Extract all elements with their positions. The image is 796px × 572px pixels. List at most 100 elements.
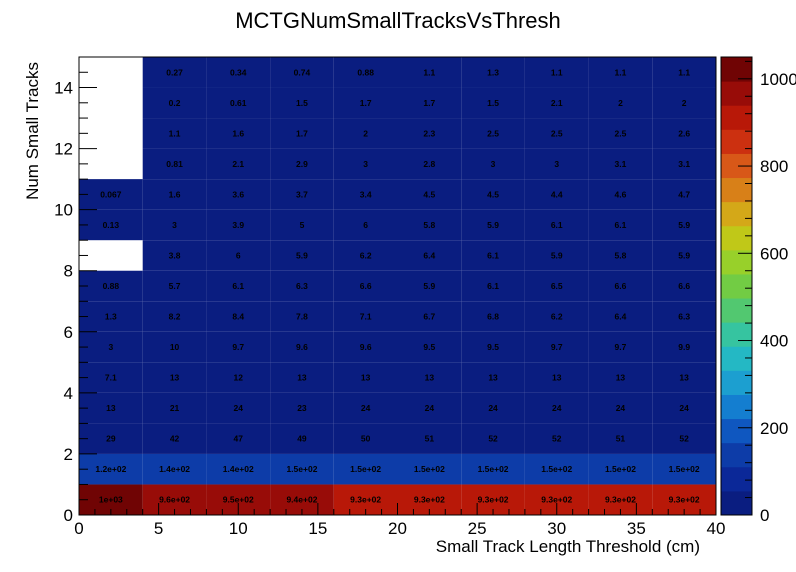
heatmap-cell: [206, 87, 271, 119]
color-scale-swatch: [721, 418, 752, 444]
color-scale-bar: [720, 56, 753, 516]
cell-value-label: 2.9: [296, 159, 308, 169]
cell-value-label: 6.8: [487, 312, 499, 322]
y-tick-label: 6: [64, 323, 73, 342]
cell-value-label: 13: [488, 373, 498, 383]
heatmap-cell: [142, 179, 207, 210]
cell-value-label: 1.7: [423, 98, 435, 108]
cell-value-label: 1.4e+02: [223, 464, 254, 474]
cell-value-label: 8.2: [169, 312, 181, 322]
cell-value-label: 51: [616, 434, 626, 444]
heatmap-cell: [206, 453, 271, 485]
cell-value-label: 5.9: [487, 220, 499, 230]
heatmap-cell: [333, 362, 398, 393]
cell-value-label: 5.9: [551, 250, 563, 260]
heatmap-cell: [270, 240, 334, 271]
cell-value-label: 24: [552, 403, 562, 413]
cell-value-label: 10: [170, 342, 180, 352]
x-tick-label: 15: [308, 519, 327, 538]
heatmap-cell: [397, 179, 462, 210]
cell-value-label: 1.5e+02: [605, 464, 636, 474]
heatmap-cell: [652, 118, 716, 149]
cell-value-label: 6.3: [296, 281, 308, 291]
cell-value-label: 3.1: [678, 159, 690, 169]
cell-value-label: 3: [172, 220, 177, 230]
color-scale-axis: 0 200 400 600 800 1000: [738, 60, 796, 525]
color-scale-swatch: [721, 370, 752, 395]
heatmap-cell: [524, 362, 589, 393]
cell-value-label: 1.6: [169, 189, 181, 199]
y-tick-label: 2: [64, 445, 73, 464]
x-tick-label: 10: [229, 519, 248, 538]
heatmap-cell: [652, 87, 716, 119]
color-scale-swatch: [721, 57, 752, 82]
cell-value-label: 5: [300, 220, 305, 230]
cell-value-label: 4.5: [423, 189, 435, 199]
cell-value-label: 3.9: [232, 220, 244, 230]
heatmap-cell: [333, 118, 398, 149]
cell-value-label: 1.1: [678, 67, 690, 77]
heatmap-cell: [206, 331, 271, 363]
heatmap-cell: [142, 240, 207, 271]
cell-value-label: 9.6: [360, 342, 372, 352]
heatmap-cell: [333, 453, 398, 485]
color-scale-swatch: [721, 81, 752, 106]
cell-value-label: 2.3: [423, 128, 435, 138]
cell-value-label: 52: [552, 434, 562, 444]
cell-value-label: 0.067: [100, 189, 122, 199]
heatmap-cell: [652, 423, 716, 454]
cell-value-label: 6.6: [678, 281, 690, 291]
heatmap-cell: [79, 301, 143, 332]
heatmap-cell: [588, 453, 653, 485]
heatmap-cell: [461, 301, 525, 332]
x-tick-label: 20: [388, 519, 407, 538]
cell-value-label: 13: [106, 403, 116, 413]
cell-value-label: 52: [679, 434, 689, 444]
cell-value-label: 6.6: [615, 281, 627, 291]
cell-value-label: 24: [679, 403, 689, 413]
heatmap-cell: [270, 301, 334, 332]
color-scale-swatch: [721, 225, 752, 251]
heatmap-cell: [652, 209, 716, 241]
cell-value-label: 13: [170, 373, 180, 383]
cell-value-label: 51: [425, 434, 435, 444]
heatmap-cell: [524, 392, 589, 424]
heatmap-cell: [206, 240, 271, 271]
cell-value-label: 6.5: [551, 281, 563, 291]
heatmap-cell: [524, 301, 589, 332]
heatmap-cell: [588, 179, 653, 210]
heatmap-cell: [461, 118, 525, 149]
cell-value-label: 5.9: [296, 250, 308, 260]
cell-value-label: 49: [297, 434, 307, 444]
heatmap-cell: [270, 331, 334, 363]
heatmap-cell: [206, 392, 271, 424]
cell-value-label: 2.6: [678, 128, 690, 138]
heatmap-cell: [79, 209, 143, 241]
color-scale-swatch: [721, 105, 752, 130]
heatmap-cell: [524, 57, 589, 88]
cell-value-label: 9.5: [487, 342, 499, 352]
heatmap-cell: [333, 240, 398, 271]
cell-value-label: 3: [554, 159, 559, 169]
cell-value-label: 1.5: [487, 98, 499, 108]
x-tick-label: 40: [707, 519, 726, 538]
cell-value-label: 1.5e+02: [541, 464, 572, 474]
cell-value-label: 9.3e+02: [605, 495, 636, 505]
cell-value-label: 24: [488, 403, 498, 413]
heatmap-cell: [397, 148, 462, 180]
heatmap-cell: [397, 331, 462, 363]
cell-value-label: 9.5e+02: [223, 495, 254, 505]
heatmap-cell: [461, 331, 525, 363]
x-axis: 0 5 10 15 20 25 30 35 40: [74, 503, 725, 538]
cell-value-label: 6.6: [360, 281, 372, 291]
x-tick-label: 25: [468, 519, 487, 538]
color-scale-swatch: [721, 466, 752, 492]
cell-value-label: 6.2: [551, 312, 563, 322]
cell-value-label: 1.7: [296, 128, 308, 138]
heatmap-cell: [333, 87, 398, 119]
heatmap-cell: [333, 270, 398, 302]
heatmap-cell: [333, 301, 398, 332]
heatmap-cell: [270, 148, 334, 180]
z-tick-label: 400: [760, 332, 788, 351]
heatmap-cell: [588, 209, 653, 241]
